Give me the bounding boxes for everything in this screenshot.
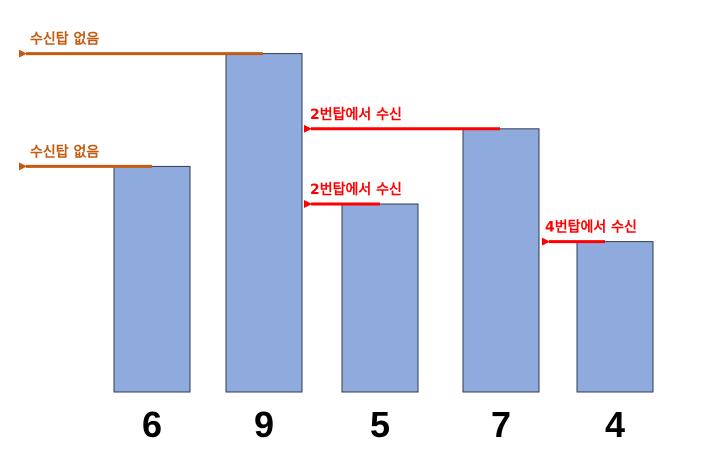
signal-label: 2번탑에서 수신 xyxy=(310,182,402,198)
tower xyxy=(341,203,419,393)
tower-height: 5 xyxy=(370,404,390,445)
tower-height: 7 xyxy=(491,404,511,445)
signal-label: 수신탑 없음 xyxy=(30,144,99,160)
tower-height: 9 xyxy=(254,404,274,445)
signal-label: 4번탑에서 수신 xyxy=(545,220,637,236)
signal-label: 수신탑 없음 xyxy=(30,32,99,48)
tower-height: 4 xyxy=(605,404,625,445)
tower-height: 6 xyxy=(142,404,162,445)
tower xyxy=(225,53,303,393)
signal-label: 2번탑에서 수신 xyxy=(310,107,402,123)
tower xyxy=(113,165,191,393)
tower xyxy=(576,241,654,393)
tower xyxy=(462,128,540,393)
towers: 6 9 5 7 4 xyxy=(113,53,654,445)
